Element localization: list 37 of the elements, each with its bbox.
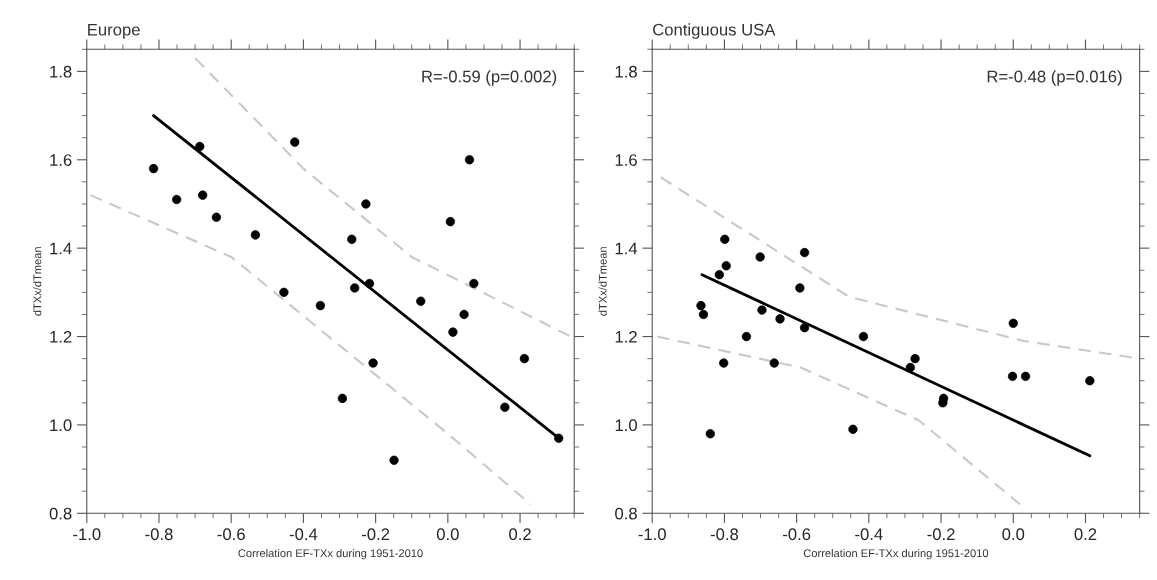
line-series	[194, 57, 572, 338]
y-axis-title: dTXx/dTmean	[598, 247, 607, 316]
x-tick-label: -0.6	[217, 528, 245, 541]
x-axis-title: Correlation EF-TXx during 1951-2010	[803, 548, 989, 560]
y-tick-label: 1.8	[615, 65, 637, 78]
line-series	[89, 194, 532, 506]
x-tick-label: -0.2	[362, 528, 390, 541]
chart-title: Contiguous USA	[653, 23, 776, 39]
x-axis-title: Correlation EF-TXx during 1951-2010	[238, 548, 423, 560]
x-tick-label: -0.6	[783, 528, 811, 541]
y-tick-label: 1.6	[615, 154, 637, 166]
y-tick-label: 1.6	[50, 154, 72, 166]
y-tick-label: 1.0	[50, 419, 72, 432]
x-tick-label: -1.0	[638, 528, 666, 541]
y-tick-label: 1.4	[50, 242, 72, 255]
x-tick-label: 0.2	[1074, 528, 1097, 541]
x-tick-label: 0.0	[1002, 528, 1025, 541]
annotation: R=-0.59 (p=0.002)	[422, 70, 557, 86]
y-tick-label: 1.2	[50, 330, 72, 343]
y-tick-label: 1.4	[615, 242, 638, 255]
x-tick-label: -0.8	[710, 528, 739, 541]
chart-title: Europe	[88, 23, 140, 39]
x-tick-label: -0.4	[855, 528, 883, 541]
x-tick-label: -0.4	[289, 528, 318, 541]
x-tick-label: -0.2	[927, 528, 955, 541]
y-axis-title: dTXx/dTmean	[33, 247, 42, 316]
y-tick-label: 1.2	[615, 330, 637, 343]
line-series	[656, 335, 1022, 506]
y-tick-label: 0.8	[49, 507, 72, 520]
y-tick-label: 1.0	[615, 419, 637, 432]
x-tick-label: 0.0	[436, 528, 459, 541]
x-tick-label: 0.2	[509, 528, 531, 541]
x-tick-label: -1.0	[73, 528, 101, 541]
annotation: R=-0.48 (p=0.016)	[987, 70, 1122, 86]
y-tick-label: 1.8	[50, 65, 72, 78]
x-tick-label: -0.8	[145, 528, 173, 541]
y-tick-label: 0.8	[615, 507, 637, 520]
